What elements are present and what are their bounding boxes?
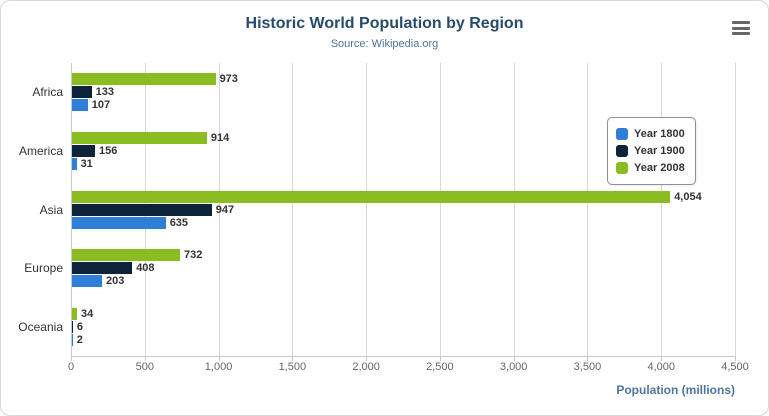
x-tick-mark [366,356,368,361]
legend-label-year-1900: Year 1900 [634,145,685,157]
bar-europe-year-1800[interactable] [72,275,102,288]
x-tick-label-2000: 2,000 [352,361,380,373]
x-axis-line [71,356,735,357]
bar-africa-year-1900[interactable] [72,86,92,99]
x-tick-mark [661,356,663,361]
x-axis-title: Population (millions) [616,383,735,397]
x-tick-label-1500: 1,500 [278,361,307,373]
bar-oceania-year-1800[interactable] [72,333,73,346]
bar-value-label-europe-year-1900: 408 [136,262,155,275]
x-tick-label-4500: 4,500 [721,361,749,373]
bar-asia-year-1800[interactable] [72,216,166,229]
category-label-asia: Asia [39,202,63,217]
x-tick-label-3500: 3,500 [573,361,602,373]
bar-value-label-america-year-2008: 914 [210,131,230,144]
legend-item-year-1900[interactable]: Year 1900 [616,143,685,159]
bar-europe-year-1900[interactable] [72,262,133,275]
x-tick-label-3000: 3,000 [499,361,528,373]
hamburger-bar [732,26,750,30]
bar-value-label-oceania-year-1900: 6 [76,320,83,333]
hamburger-bar [732,21,750,24]
legend-item-year-1800[interactable]: Year 1800 [616,126,685,142]
gridline-2500 [439,63,441,356]
y-axis-line [71,63,72,356]
bar-africa-year-2008[interactable] [72,73,216,86]
bar-value-label-europe-year-2008: 732 [184,249,203,262]
bar-africa-year-1800[interactable] [72,99,88,112]
bar-value-label-europe-year-1800: 203 [105,275,125,288]
bar-value-label-asia-year-1800: 635 [169,216,189,229]
hamburger-menu-icon[interactable] [730,19,752,37]
category-label-europe: Europe [24,261,63,276]
x-tick-label-1000: 1,000 [204,361,233,373]
bar-asia-year-1900[interactable] [72,203,212,216]
chart-subtitle: Source: Wikipedia.org [330,38,439,50]
bar-oceania-year-2008[interactable] [72,307,78,320]
x-tick-label-0: 0 [67,361,75,373]
gridline-3500 [587,63,589,356]
bar-value-label-america-year-1900: 156 [99,144,118,157]
plot-area: 973 133 107 914 156 31 4,054 947 635 732 408 203 34 6… [71,63,736,357]
gridline-2000 [366,63,368,356]
bar-america-year-2008[interactable] [72,131,207,144]
legend-item-year-2008[interactable]: Year 2008 [616,160,685,176]
legend-swatch-year-1900 [616,145,628,157]
x-tick-label-4000: 4,000 [647,361,675,373]
bar-europe-year-2008[interactable] [72,249,180,262]
x-tick-mark [439,356,441,361]
x-tick-mark [71,356,72,361]
bar-value-label-asia-year-1900: 947 [215,203,235,216]
legend-swatch-year-1800 [616,128,628,140]
x-tick-mark [144,356,146,361]
bar-value-label-africa-year-2008: 973 [219,73,238,86]
gridline-1500 [292,63,294,356]
hamburger-bar [732,32,750,35]
bar-oceania-year-1900[interactable] [72,320,73,333]
bar-value-label-oceania-year-1800: 2 [76,333,83,346]
bar-asia-year-2008[interactable] [72,190,671,203]
gridline-1000 [218,63,220,356]
gridline-4500 [735,63,736,356]
gridline-3000 [513,63,515,356]
bar-value-label-america-year-1800: 31 [80,157,93,170]
x-tick-mark [513,356,515,361]
x-tick-label-2500: 2,500 [426,361,454,373]
legend-label-year-2008: Year 2008 [634,162,685,174]
x-tick-mark [587,356,589,361]
x-tick-label-500: 500 [135,361,154,373]
bar-america-year-1800[interactable] [72,157,77,170]
x-tick-mark [292,356,294,361]
bar-america-year-1900[interactable] [72,144,96,157]
bar-value-label-oceania-year-2008: 34 [81,307,94,320]
gridline-4000 [661,63,663,356]
chart-title: Historic World Population by Region [245,15,524,32]
legend-swatch-year-2008 [616,162,628,174]
category-label-africa: Africa [32,85,63,100]
legend: Year 1800 Year 1900 Year 2008 [607,117,696,185]
x-tick-mark [735,356,736,361]
bar-value-label-africa-year-1900: 133 [95,86,114,99]
bar-value-label-africa-year-1800: 107 [91,99,111,112]
category-label-america: America [18,143,63,158]
x-tick-mark [218,356,220,361]
legend-label-year-1800: Year 1800 [634,128,685,140]
bar-value-label-asia-year-2008: 4,054 [674,190,702,203]
category-label-oceania: Oceania [18,319,63,334]
